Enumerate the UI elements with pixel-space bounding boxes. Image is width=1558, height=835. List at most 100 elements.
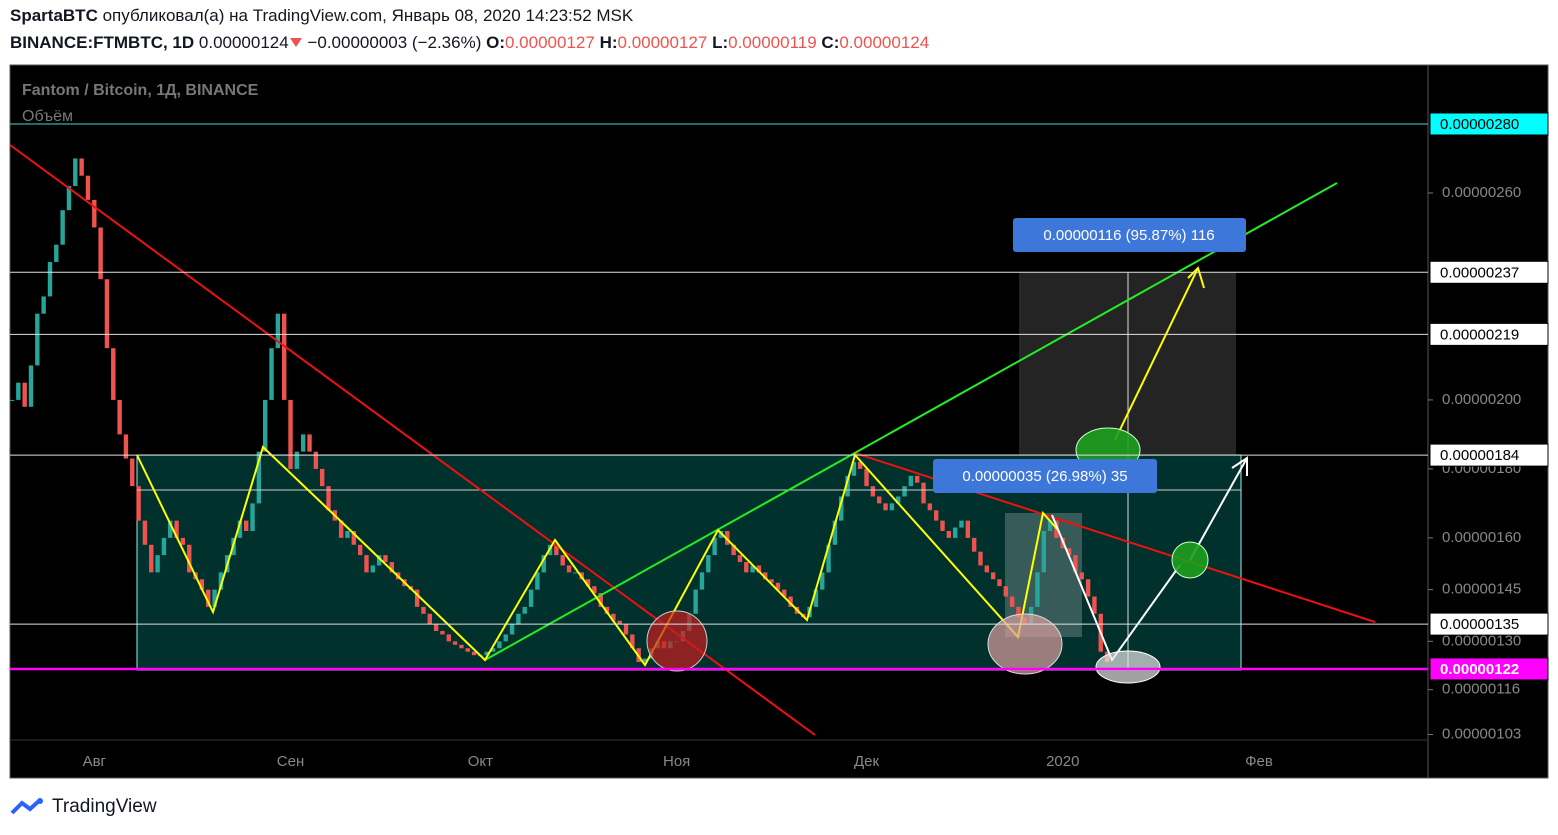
- candle: [351, 530, 357, 545]
- ohlc-label: O:: [486, 33, 505, 52]
- candle: [180, 537, 186, 545]
- candle: [858, 461, 863, 469]
- candle: [1041, 530, 1046, 573]
- brand-logo: [10, 798, 43, 815]
- candle: [111, 348, 116, 400]
- candle: [85, 175, 91, 200]
- candle: [826, 544, 831, 573]
- candle: [592, 586, 597, 594]
- measure-label: 0.00000035 (26.98%) 35: [962, 468, 1127, 485]
- candle: [737, 555, 743, 563]
- candle: [990, 572, 996, 580]
- candle: [345, 530, 350, 538]
- level-label: 0.00000135: [1440, 616, 1519, 633]
- candle: [142, 520, 148, 545]
- candle: [168, 520, 173, 538]
- footer: TradingView: [10, 796, 157, 818]
- candle: [218, 572, 224, 590]
- measure-box: [933, 459, 1157, 493]
- candle: [883, 503, 888, 511]
- level-label-box: [1429, 443, 1549, 467]
- candle: [573, 572, 578, 574]
- candle: [927, 503, 933, 511]
- candle: [9, 399, 15, 401]
- candle: [440, 631, 445, 635]
- candle: [820, 572, 825, 590]
- candle: [1009, 596, 1015, 607]
- candle: [1085, 579, 1091, 597]
- axis-layer: 0.000002600.000002000.000001800.00000160…: [83, 184, 1522, 770]
- candle: [41, 296, 46, 314]
- y-tick-label: 0.00000200: [1442, 391, 1521, 408]
- candle: [1003, 586, 1009, 597]
- candle: [313, 451, 319, 469]
- x-tick-label: Ноя: [663, 753, 690, 770]
- candle: [130, 458, 135, 487]
- brand: TradingView: [52, 796, 157, 817]
- ohlc-label: H:: [599, 33, 618, 52]
- level-label: 0.00000237: [1440, 264, 1519, 281]
- candle: [307, 434, 312, 452]
- candle: [756, 565, 762, 573]
- x-tick-label: Дек: [854, 753, 880, 770]
- candle: [1066, 548, 1072, 556]
- candle: [604, 606, 610, 614]
- candle: [940, 520, 945, 531]
- level-label-box: [1429, 322, 1549, 346]
- candle: [731, 544, 736, 556]
- ohlc-value: 0.00000127: [505, 33, 595, 52]
- last-price: 0.00000124: [198, 33, 289, 52]
- candle: [851, 461, 857, 476]
- candle: [978, 551, 983, 566]
- candle: [503, 634, 508, 642]
- candle: [642, 658, 648, 663]
- ohlc-label: C:: [821, 33, 840, 52]
- candle: [357, 544, 363, 556]
- candle: [693, 589, 698, 614]
- level-label-box: [1429, 112, 1549, 136]
- measure-label: 0.00000116 (95.87%) 116: [1043, 227, 1214, 244]
- candle: [47, 261, 53, 297]
- candle: [376, 555, 382, 566]
- candle: [959, 520, 964, 528]
- candle: [60, 210, 65, 245]
- candle: [16, 382, 21, 400]
- candle: [623, 624, 629, 635]
- candle: [389, 562, 394, 573]
- y-tick-label: 0.00000145: [1442, 581, 1521, 598]
- candle: [706, 555, 711, 573]
- candle: [712, 537, 717, 556]
- candle: [598, 593, 603, 607]
- candle: [617, 620, 622, 625]
- level-label-box: [1429, 657, 1549, 681]
- candle: [775, 582, 781, 590]
- candle: [516, 613, 521, 625]
- x-tick-label: 2020: [1046, 753, 1079, 770]
- candle: [744, 562, 749, 573]
- candle: [554, 544, 559, 556]
- level-label: 0.00000280: [1440, 116, 1519, 133]
- candle: [1016, 606, 1021, 618]
- candle: [541, 555, 546, 573]
- candle: [484, 651, 489, 656]
- candle: [788, 596, 793, 607]
- arrow-head: [1231, 456, 1248, 476]
- drawings: 0.00000116 (95.87%) 116 0.00000035 (26.9…: [9, 144, 1376, 736]
- ohlc-label: L:: [712, 33, 729, 52]
- chart: 0.000002600.000002000.000001800.00000160…: [9, 64, 1549, 779]
- quote-line: BINANCE:FTMBTC, 1D 0.00000124 −0.0000000…: [10, 33, 929, 53]
- candle: [699, 572, 705, 590]
- candle: [54, 244, 59, 262]
- candle: [782, 589, 787, 597]
- candle: [914, 475, 920, 483]
- candle: [769, 579, 774, 583]
- candle: [79, 158, 84, 176]
- published: опубликовал(а) на TradingView.com, Январ…: [102, 6, 634, 25]
- candle: [326, 486, 331, 511]
- candle: [294, 451, 300, 469]
- candle: [763, 572, 768, 580]
- volume-label: Объём: [22, 108, 73, 125]
- x-tick-label: Фев: [1245, 753, 1273, 770]
- candle: [364, 555, 369, 573]
